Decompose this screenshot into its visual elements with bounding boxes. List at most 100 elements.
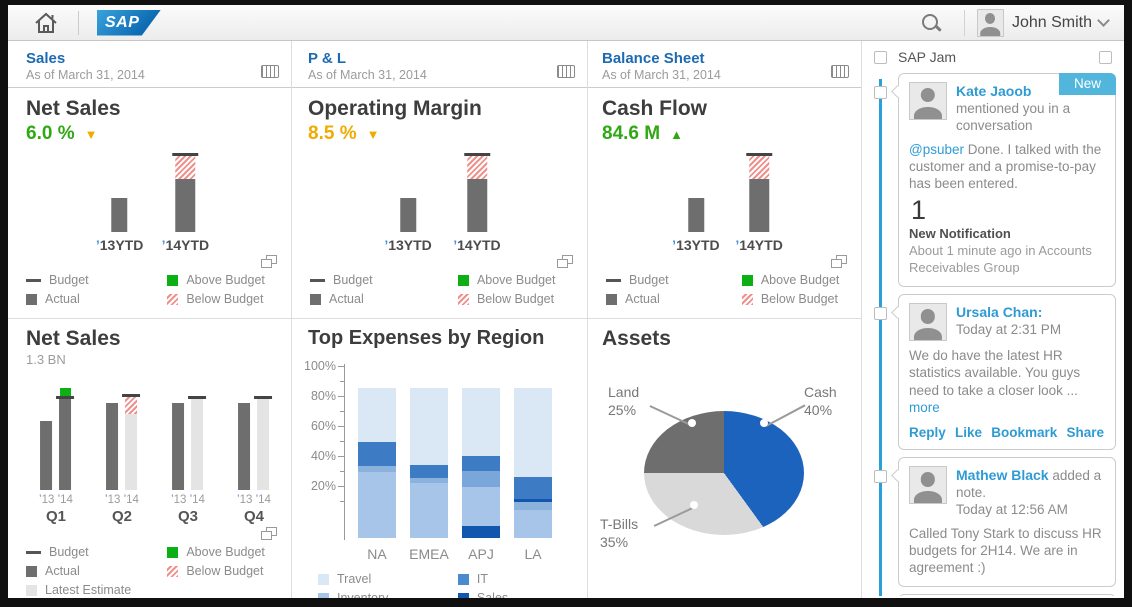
feed-item[interactable]: New Kate Jaoob mentioned you in a conver… [874,73,1116,288]
operating-margin-kpi: Operating Margin 8.5 % ▼ [292,88,587,145]
budget-swatch [606,278,621,282]
section-subtitle: 1.3 BN [26,352,66,367]
top-bar: SAP John Smith [8,5,1124,41]
segment-sales[interactable] [462,526,500,538]
avatar [909,303,947,342]
segment-inventory[interactable] [410,482,448,538]
segment-it[interactable] [410,478,448,483]
bar-13ytd[interactable] [400,198,417,232]
avatar [909,466,947,505]
actual-swatch [26,565,37,577]
axis-label-Q1: Q1 [45,508,67,525]
stacked-bar-EMEA[interactable] [410,388,448,538]
feed-checkbox[interactable] [874,470,887,484]
segment-travel[interactable] [462,388,500,456]
feed-item[interactable]: Ursala Chan: Today at 2:31 PM We do have… [874,294,1116,451]
stacked-bar-NA[interactable] [358,388,396,538]
user-name: John Smith [1011,13,1092,31]
bar-13ytd[interactable] [111,198,128,232]
latest-estimate-swatch [26,584,37,596]
more-link[interactable]: more [909,400,940,415]
pnl-card-header[interactable]: P & L As of March 31, 2014 [292,41,587,88]
jam-collapse-icon[interactable] [1099,50,1112,64]
bar-14-Q1[interactable] [56,387,75,490]
legend-label: IT [476,572,488,586]
jam-header: SAP Jam [862,41,1124,69]
kpi-value: 8.5 % [308,123,357,144]
bar-14ytd[interactable] [172,153,199,232]
mention-link[interactable]: @psuber [909,141,964,157]
feed-text: Done. I talked with the customer and a p… [909,141,1102,192]
above-budget-marker [59,387,71,396]
sales-card-header[interactable]: Sales As of March 31, 2014 [8,41,291,88]
bar-13ytd[interactable] [687,198,704,232]
segment-sales[interactable] [410,464,448,478]
feed-item[interactable]: Mathew Black added a note. Today at 12:5… [874,457,1116,587]
legend-label: Above Budget [476,273,556,287]
pie[interactable] [644,411,804,535]
stacked-bar-APJ[interactable] [462,388,500,538]
like-link[interactable]: Like [954,425,982,441]
bar-14-Q3[interactable] [188,395,207,490]
search-icon[interactable] [920,12,942,34]
segment-travel[interactable] [358,388,396,442]
balance-sheet-card-header[interactable]: Balance Sheet As of March 31, 2014 [588,41,861,88]
table-view-icon[interactable] [261,65,279,78]
popout-icon[interactable] [261,255,277,268]
legend-label: Below Budget [760,292,838,306]
chevron-down-icon [1097,14,1110,27]
segment-it[interactable] [358,466,396,472]
segment-it[interactable] [462,470,500,487]
card-title-balance-sheet[interactable]: Balance Sheet [602,50,705,67]
feed-checkbox[interactable] [874,86,887,99]
home-icon[interactable] [34,11,60,35]
feed-user-link[interactable]: Mathew Black [956,467,1049,484]
sales-column: Sales As of March 31, 2014 Net Sales 6.0… [8,41,292,598]
segment-sales[interactable] [514,499,552,502]
slice-label-cash: Cash 40% [804,384,837,419]
reply-link[interactable]: Reply [909,425,946,441]
card-title-pnl[interactable]: P & L [308,50,347,67]
travel-swatch [318,573,329,585]
segment-sales[interactable] [358,442,396,466]
stacked-chart: 100% 80% 60% 40% 20% NA EMEA APJ LA [300,359,581,564]
stacked-bar-LA[interactable] [514,388,552,538]
segment-sales[interactable] [462,455,500,471]
feed-notch [891,85,904,98]
popout-icon[interactable] [557,255,573,268]
legend-label: Above Budget [186,545,265,559]
segment-travel[interactable] [410,388,448,465]
slice-label-tbills: T-Bills 35% [600,516,639,551]
bar-13-Q1[interactable] [40,421,53,490]
segment-inventory[interactable] [514,509,552,538]
bar-14ytd[interactable] [746,153,773,232]
table-view-icon[interactable] [557,65,575,78]
segment-it[interactable] [514,502,552,510]
divider [78,10,79,35]
bookmark-link[interactable]: Bookmark [991,425,1058,441]
feed-checkbox[interactable] [874,307,887,321]
jam-checkbox[interactable] [874,50,887,64]
feed-user-link[interactable]: Kate Jaoob [956,83,1032,99]
feed-user-link[interactable]: Ursala Chan: [956,304,1043,321]
bar-13-Q4[interactable] [238,403,251,490]
popout-icon[interactable] [831,255,847,268]
share-link[interactable]: Share [1066,425,1104,441]
bar-13-Q3[interactable] [172,403,185,490]
feed-item[interactable]: Perry Johnson added a file. Yesterday at… [898,593,1116,596]
legend-label: Actual [329,292,364,306]
bar-14ytd[interactable] [463,153,490,232]
trend-down-icon: ▼ [84,126,98,142]
table-view-icon[interactable] [831,65,849,78]
segment-travel[interactable] [514,388,552,477]
segment-inventory[interactable] [358,472,396,538]
bar-14-Q4[interactable] [254,395,273,490]
bar-14-Q2[interactable] [122,393,141,490]
bar-13-Q2[interactable] [106,403,119,490]
user-menu[interactable]: John Smith [976,8,1110,37]
popout-icon[interactable] [261,527,277,540]
actual-segment [466,179,487,232]
segment-inventory[interactable] [462,487,500,526]
segment-sales[interactable] [514,476,552,499]
card-title-sales[interactable]: Sales [26,50,66,67]
